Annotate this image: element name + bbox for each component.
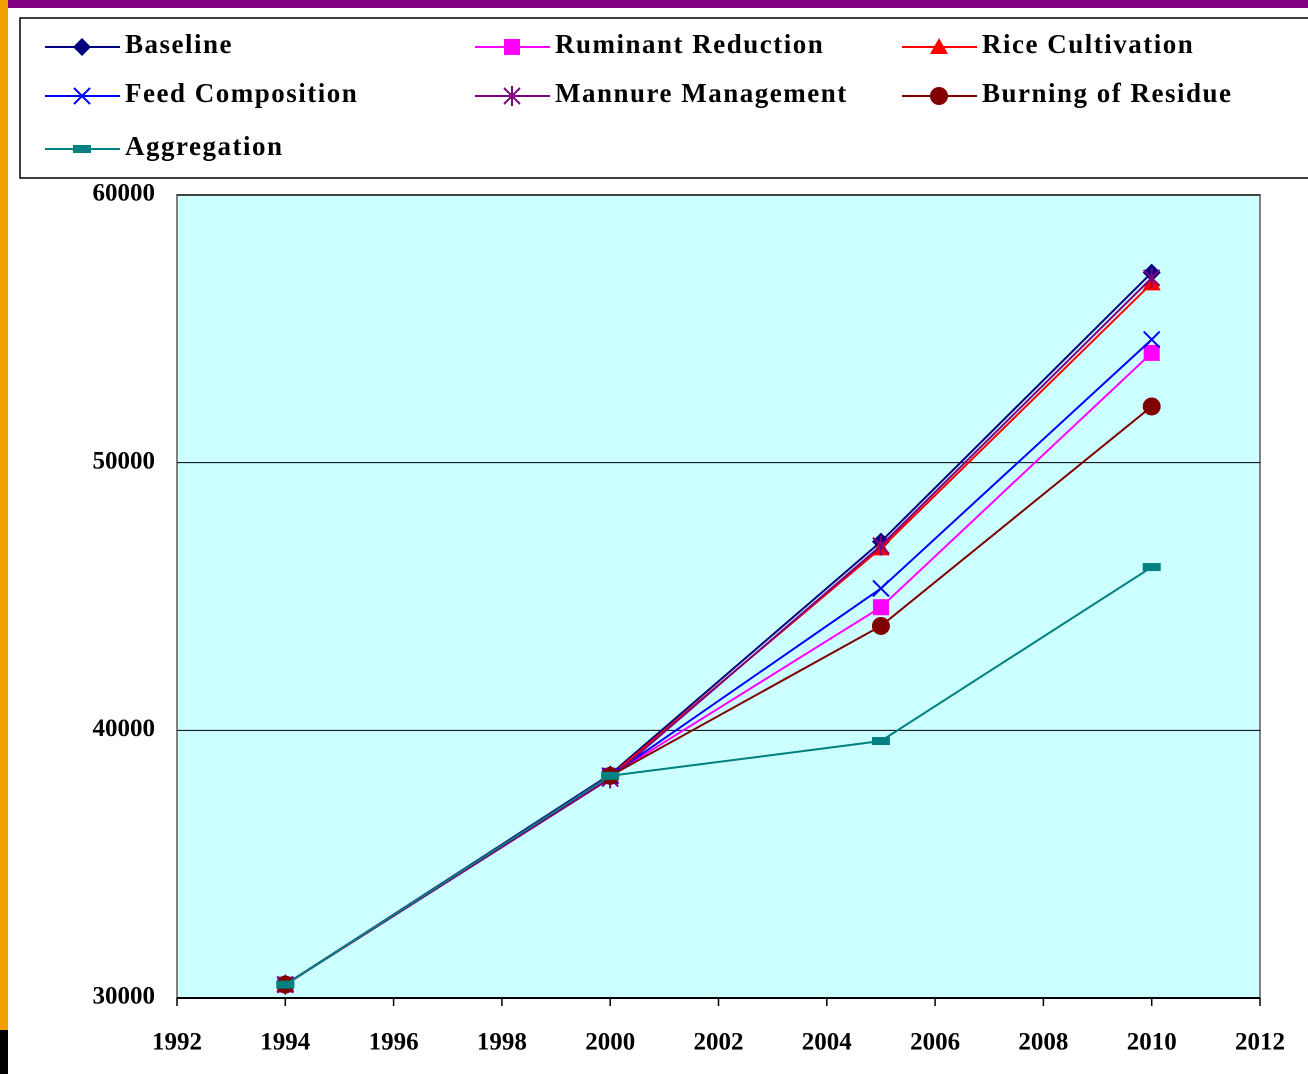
legend-label: Burning of Residue <box>982 78 1233 108</box>
x-tick-label: 2000 <box>585 1029 635 1056</box>
x-tick-label: 2012 <box>1235 1029 1285 1056</box>
marker <box>872 599 889 616</box>
marker <box>73 38 91 56</box>
y-tick-label: 40000 <box>93 715 156 742</box>
left-corner <box>0 1030 8 1074</box>
x-tick-label: 2010 <box>1127 1029 1177 1056</box>
marker <box>872 579 890 598</box>
y-tick-label: 30000 <box>93 983 156 1010</box>
x-tick-label: 2002 <box>694 1029 744 1056</box>
series-line <box>284 277 1153 986</box>
legend-box <box>19 17 1308 179</box>
marker <box>1142 267 1161 288</box>
marker <box>504 39 520 55</box>
x-tick-label: 1994 <box>260 1029 311 1056</box>
x-tick-label: 1992 <box>152 1029 202 1056</box>
marker <box>930 38 948 54</box>
legend-item: Rice Cultivation <box>902 29 1194 59</box>
marker <box>503 86 521 106</box>
marker <box>930 87 948 105</box>
x-tick-label: 2006 <box>910 1029 960 1056</box>
left-band <box>0 0 8 1074</box>
top-band <box>0 0 1308 8</box>
marker <box>1142 330 1161 349</box>
marker <box>1142 397 1161 416</box>
marker <box>73 145 91 153</box>
marker <box>871 616 890 635</box>
series-line <box>284 566 1153 986</box>
plot-area <box>176 194 1261 999</box>
x-tick-label: 1996 <box>369 1029 419 1056</box>
x-tick-label: 2008 <box>1018 1029 1068 1056</box>
lines <box>276 263 1161 995</box>
marker <box>1142 563 1161 572</box>
legend-label: Ruminant Reduction <box>555 29 824 59</box>
x-tick-label: 1998 <box>477 1029 527 1056</box>
legend-item: Feed Composition <box>45 78 358 108</box>
marker <box>276 980 295 989</box>
marker <box>872 535 890 556</box>
legend-label: Rice Cultivation <box>982 29 1194 59</box>
legend-label: Feed Composition <box>125 78 358 108</box>
legend-item: Baseline <box>45 29 233 59</box>
series <box>276 563 1161 989</box>
legend-label: Mannure Management <box>555 78 848 108</box>
legend-label: Baseline <box>125 29 233 59</box>
legend: Baseline Ruminant Reduction Rice Cultivati… <box>45 29 1233 161</box>
marker <box>73 87 91 105</box>
axes: 30000 40000 50000 60000 1992 1994 1996 1998 2000… <box>93 180 1286 1056</box>
marker <box>871 737 890 746</box>
legend-item: Ruminant Reduction <box>475 29 824 59</box>
x-tick-label: 2004 <box>802 1029 853 1056</box>
marker <box>1143 344 1160 361</box>
legend-label: Aggregation <box>125 131 284 161</box>
legend-item: Aggregation <box>45 131 284 161</box>
y-tick-label: 60000 <box>93 180 156 207</box>
legend-item: Mannure Management <box>475 78 848 108</box>
marker <box>601 771 620 780</box>
legend-item: Burning of Residue <box>902 78 1233 108</box>
y-tick-label: 50000 <box>93 447 156 474</box>
